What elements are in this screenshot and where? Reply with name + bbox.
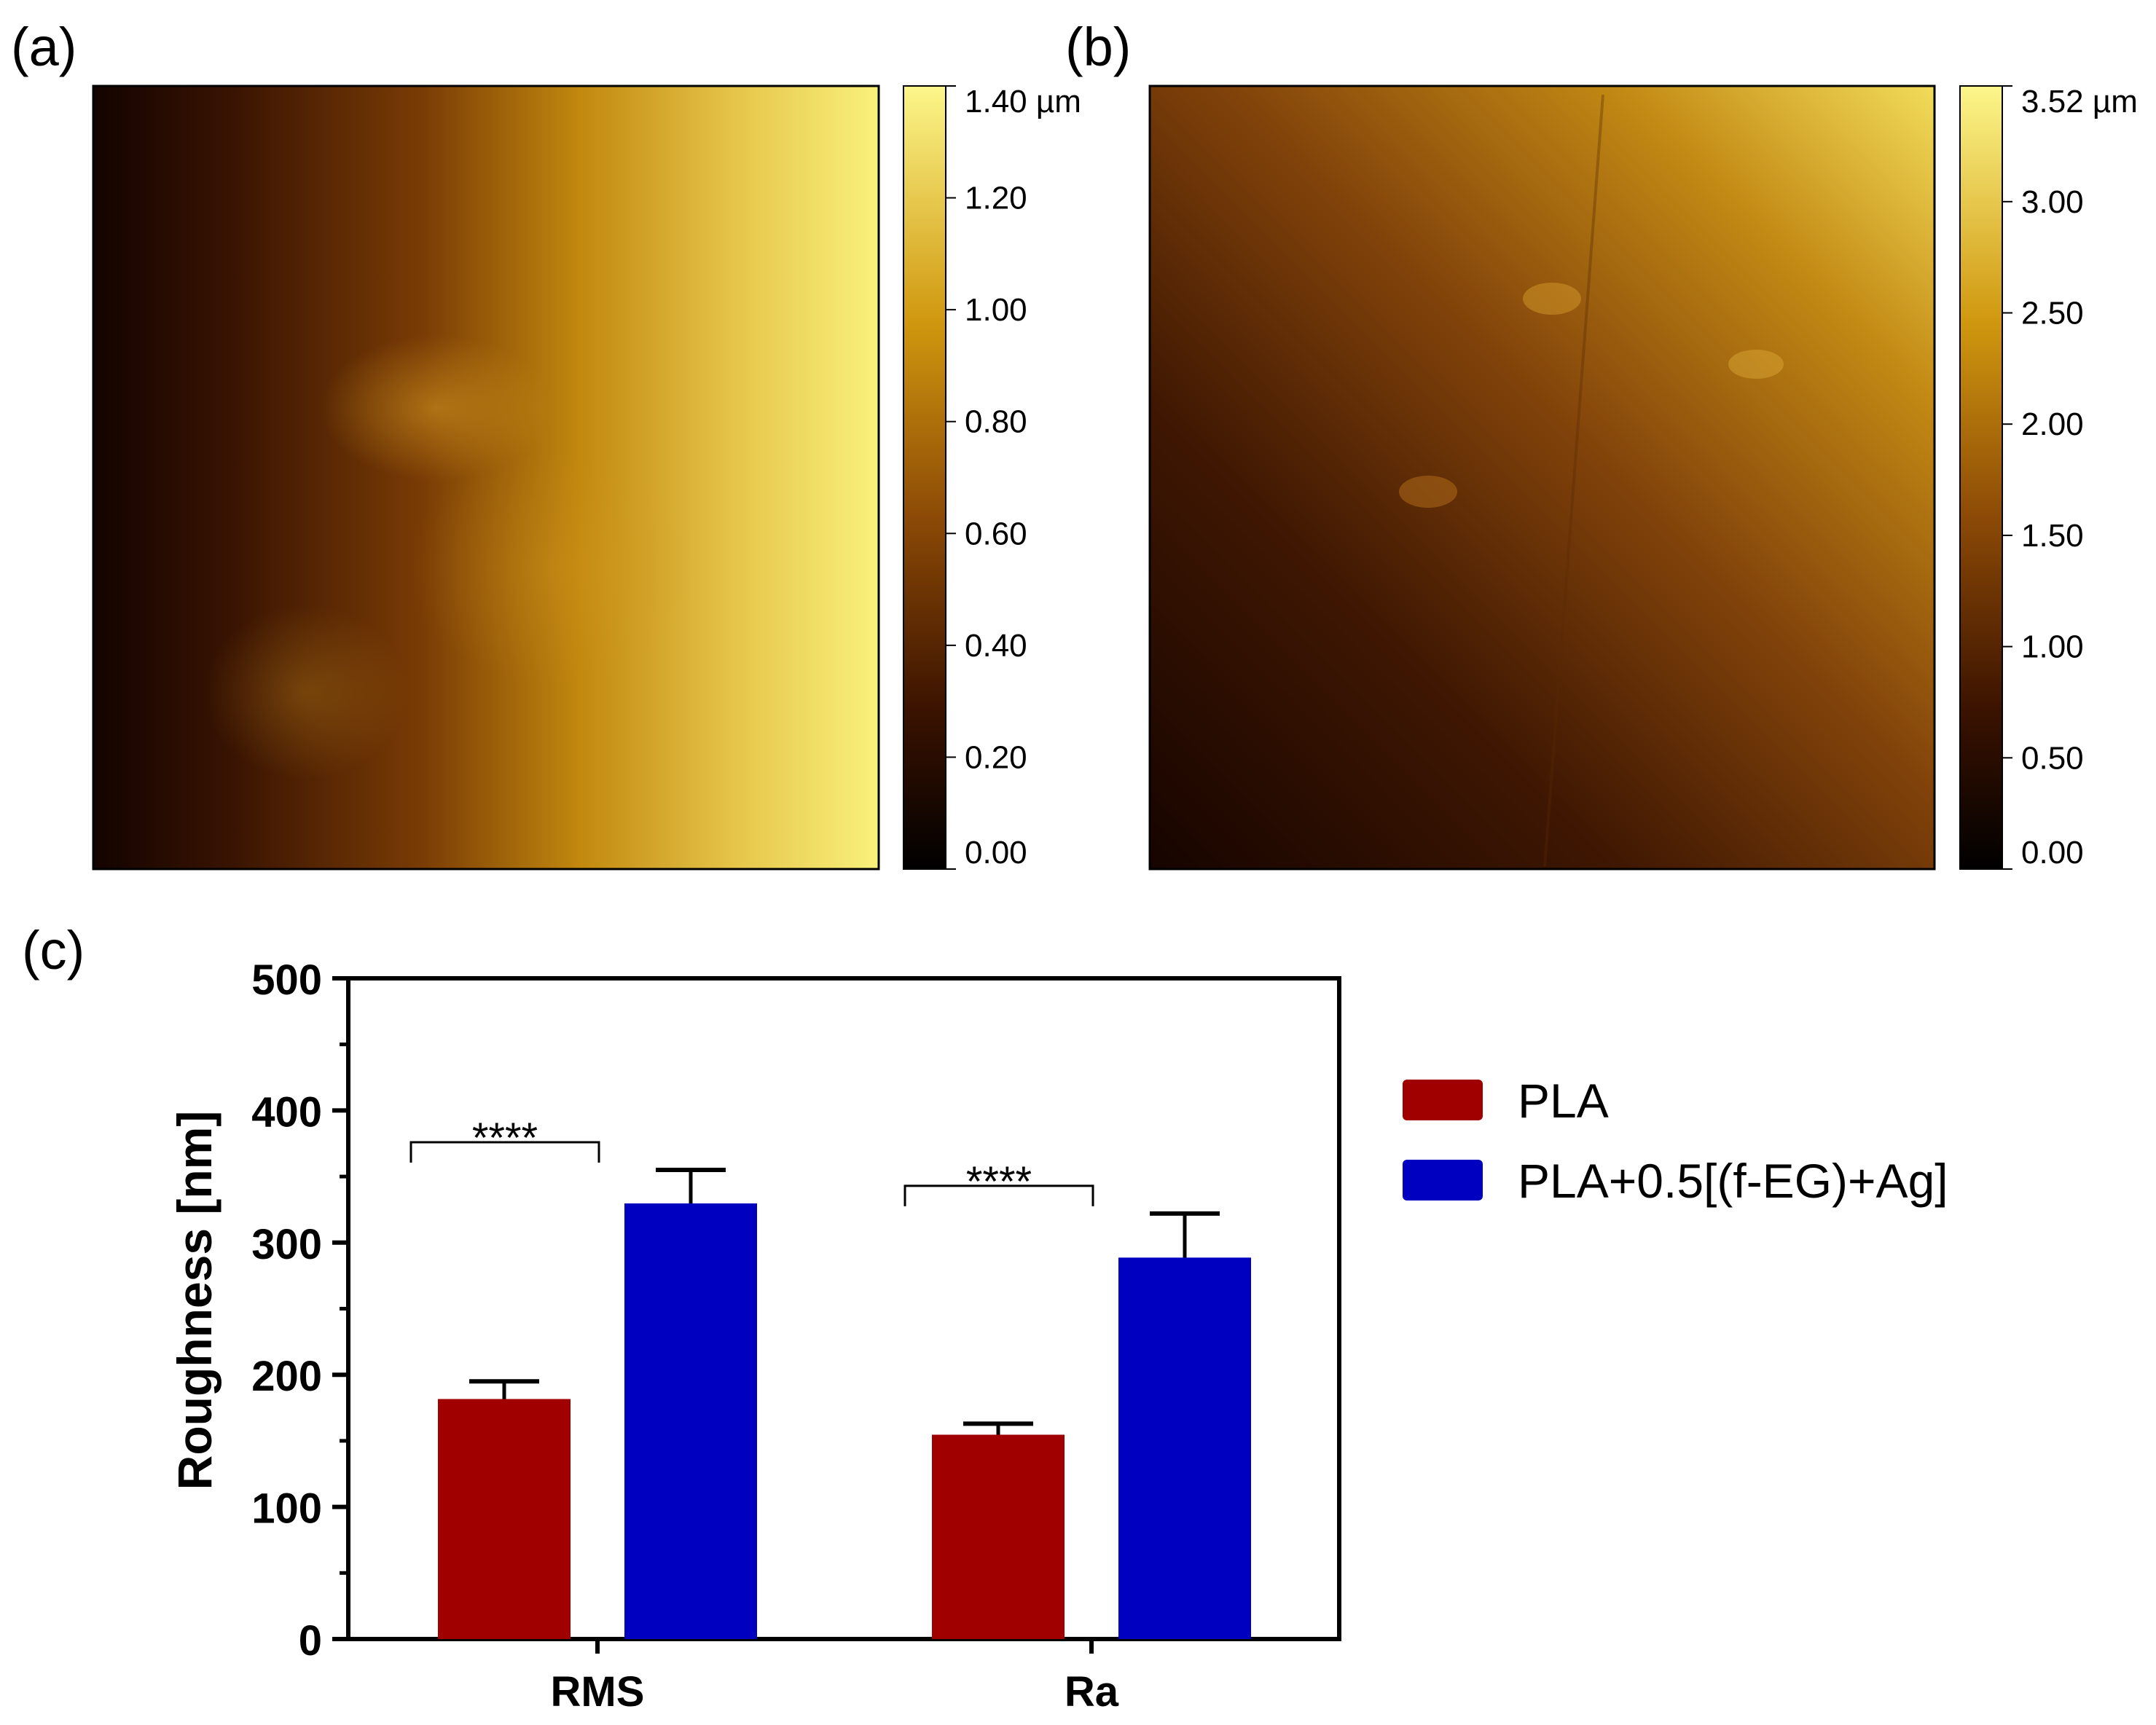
bars xyxy=(438,1168,1251,1639)
colorbar-tick-label: 2.00 xyxy=(2021,406,2084,442)
significance-bracket xyxy=(903,1184,1094,1206)
colorbar-tick-label: 0.20 xyxy=(965,739,1027,775)
colorbar-tick-label: 1.00 xyxy=(2021,629,2084,665)
colorbar-tick-label: 1.20 xyxy=(965,181,1027,216)
y-tick-label: 100 xyxy=(251,1485,322,1533)
y-tick-label: 300 xyxy=(251,1221,322,1268)
y-tick-label: 0 xyxy=(299,1617,322,1665)
panel-a-label: (a) xyxy=(11,17,77,77)
legend-label: PLA+0.5[(f-EG)+Ag] xyxy=(1518,1154,1948,1208)
panel-b-label: (b) xyxy=(1065,17,1131,77)
y-axis: 0 100 200 300 400 500 xyxy=(251,956,348,1665)
y-tick-label: 500 xyxy=(251,956,322,1004)
significance-bracket xyxy=(409,1141,600,1163)
colorbar-tick-label: 3.52 µm xyxy=(2021,84,2138,119)
afm-image-b xyxy=(1148,85,1936,871)
x-tick-label: Ra xyxy=(1065,1668,1119,1716)
significance-label: **** xyxy=(966,1158,1032,1206)
bar xyxy=(438,1401,571,1639)
bar xyxy=(624,1206,757,1639)
colorbar-tick-label: 0.60 xyxy=(965,516,1027,551)
bar xyxy=(932,1437,1065,1639)
panel-c-label: (c) xyxy=(22,920,85,981)
afm-image-a xyxy=(92,85,880,871)
x-axis: RMS Ra xyxy=(551,1639,1119,1716)
colorbar-tick-label: 1.00 xyxy=(965,292,1027,328)
y-axis-label: Roughness [nm] xyxy=(168,1111,222,1490)
colorbar-tick-label: 0.80 xyxy=(965,404,1027,440)
y-tick-label: 400 xyxy=(251,1088,322,1136)
colorbar-tick-label: 0.00 xyxy=(2021,835,2084,871)
legend-swatch xyxy=(1403,1080,1483,1120)
legend-label: PLA xyxy=(1518,1074,1609,1128)
y-tick-label: 200 xyxy=(251,1353,322,1400)
colorbar-tick-label: 3.00 xyxy=(2021,184,2084,220)
colorbar-tick-label: 0.50 xyxy=(2021,740,2084,776)
colorbar-b: 3.52 µm 3.00 2.50 2.00 1.50 1.00 0.50 0.00 xyxy=(1959,84,2138,871)
colorbar-tick-label: 0.00 xyxy=(965,835,1027,871)
x-tick-label: RMS xyxy=(551,1668,645,1716)
significance-label: **** xyxy=(472,1115,538,1162)
legend: PLA PLA+0.5[(f-EG)+Ag] xyxy=(1403,1074,1948,1208)
colorbar-tick-label: 2.50 xyxy=(2021,296,2084,331)
colorbar-tick-label: 0.40 xyxy=(965,628,1027,664)
legend-swatch xyxy=(1403,1160,1483,1201)
bar-chart: 0 100 200 300 400 500 RMS Ra **** **** Roughnes… xyxy=(168,956,1948,1716)
bar xyxy=(1118,1260,1251,1639)
colorbar-a: 1.40 µm 1.20 1.00 0.80 0.60 0.40 0.20 0.00 xyxy=(903,84,1081,871)
significance-brackets: **** **** xyxy=(409,1115,1094,1206)
colorbar-tick-label: 1.40 µm xyxy=(965,84,1081,119)
colorbar-tick-label: 1.50 xyxy=(2021,518,2084,554)
